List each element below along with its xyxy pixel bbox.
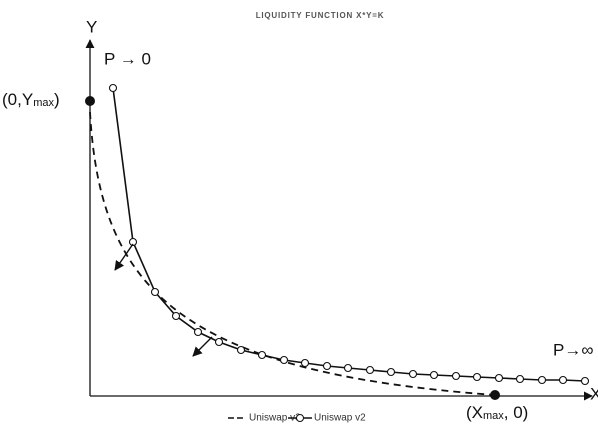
x-max-point	[490, 390, 500, 400]
v2-marker	[257, 350, 267, 360]
y-max-point	[85, 96, 95, 106]
v2-marker	[365, 365, 375, 375]
v2-marker	[128, 237, 138, 247]
v2-marker	[386, 367, 396, 377]
legend-v2: Uniswap v2	[314, 413, 366, 424]
v2-marker	[343, 363, 353, 373]
v2-marker	[494, 373, 504, 383]
v2-marker	[279, 355, 289, 365]
v2-marker	[515, 374, 525, 384]
v2-marker	[558, 375, 568, 385]
v3-curve	[89, 111, 496, 396]
x-axis-label: X	[590, 384, 598, 403]
legend-v3: Uniswap v3	[249, 413, 301, 424]
v2-marker	[193, 327, 203, 337]
v2-marker	[150, 287, 160, 297]
y-axis-label: Y	[86, 17, 97, 36]
v2-marker	[300, 358, 310, 368]
v2-marker	[537, 375, 547, 385]
v2-markers	[108, 83, 590, 386]
p-inf-label: P→∞	[553, 340, 593, 359]
v2-marker	[429, 370, 439, 380]
shift-arrow	[114, 243, 134, 271]
v2-marker	[408, 369, 418, 379]
v2-marker	[236, 345, 246, 355]
v2-marker	[171, 311, 181, 321]
v2-curve	[112, 87, 586, 382]
v2-marker	[451, 371, 461, 381]
shift-arrow	[192, 336, 213, 357]
v2-marker	[108, 83, 118, 93]
title: LIQUIDITY FUNCTION X*Y=K	[256, 11, 385, 20]
p-zero-label: P → 0	[104, 49, 151, 68]
v2-marker	[214, 337, 224, 347]
v2-marker	[322, 361, 332, 371]
v2-marker	[580, 376, 590, 386]
x-max-label: (Xmax, 0)	[466, 403, 528, 422]
y-max-label: (0,Ymax)	[2, 90, 60, 109]
legend-v2-marker	[296, 414, 304, 422]
v2-marker	[472, 372, 482, 382]
